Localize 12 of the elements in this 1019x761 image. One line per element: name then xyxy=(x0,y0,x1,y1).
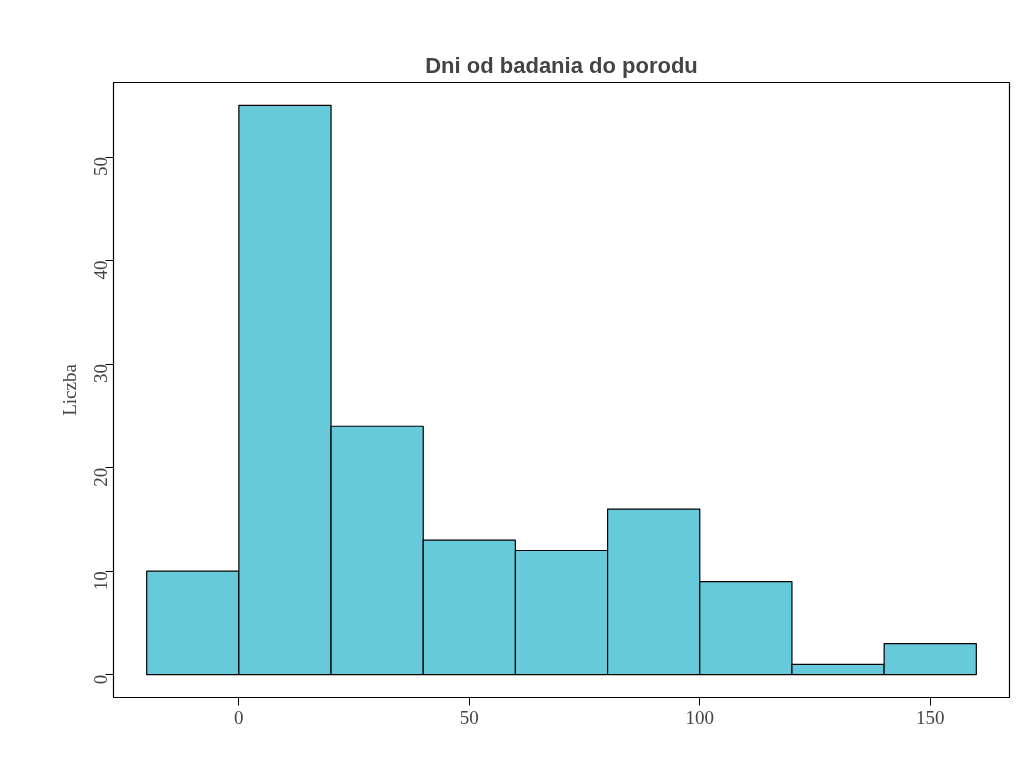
y-tick-label: 40 xyxy=(90,260,111,280)
y-tick-label: 30 xyxy=(90,364,111,384)
y-tick-label: 10 xyxy=(90,571,111,591)
y-tick-label: 20 xyxy=(90,467,111,487)
x-tick-label: 100 xyxy=(685,706,715,728)
chart-title: Dni od badania do porodu xyxy=(425,52,698,78)
y-axis-title: Liczba xyxy=(58,363,80,416)
y-tick-label: 50 xyxy=(90,157,111,177)
y-tick-label: 0 xyxy=(90,674,111,685)
x-tick-label: 50 xyxy=(459,706,479,728)
x-tick-label: 150 xyxy=(915,706,945,728)
x-tick-label: 0 xyxy=(234,706,244,728)
